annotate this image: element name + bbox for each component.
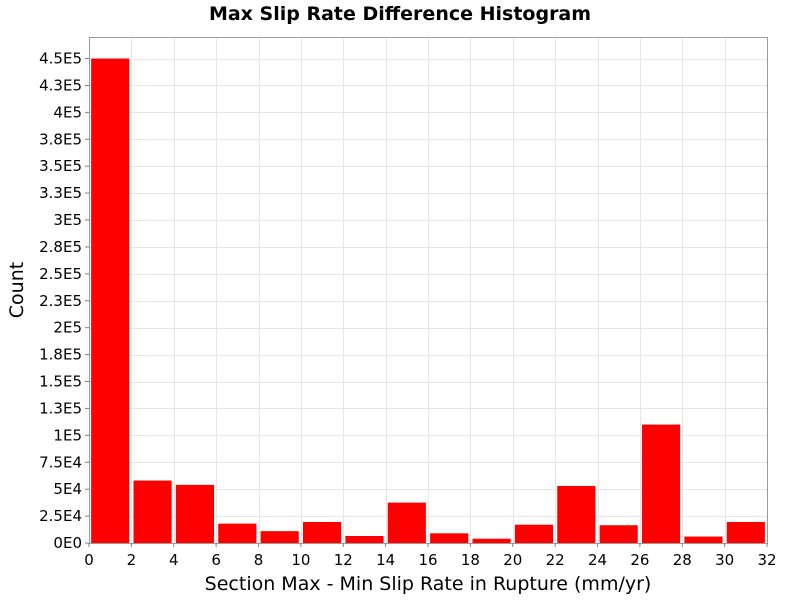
y-tick-label: 1E5 (53, 426, 82, 444)
y-tick-label: 2E5 (53, 319, 82, 337)
y-tick-label: 1.5E5 (39, 373, 82, 391)
x-tick-label: 10 (291, 551, 310, 569)
histogram-bar (514, 524, 554, 543)
bars (91, 58, 765, 543)
y-tick-label: 2.5E4 (39, 507, 82, 525)
x-tick-label: 16 (418, 551, 437, 569)
histogram-bar (133, 480, 172, 543)
y-tick-label: 1.3E5 (39, 399, 82, 417)
x-tick-label: 0 (84, 551, 94, 569)
x-tick-label: 8 (254, 551, 264, 569)
histogram-bar (345, 536, 384, 543)
histogram-bar (641, 424, 681, 543)
y-tick-label: 2.8E5 (39, 238, 82, 256)
histogram-bar (599, 525, 638, 543)
y-tick-label: 1.8E5 (39, 346, 82, 364)
x-tick-label: 12 (334, 551, 353, 569)
y-tick-label: 2.3E5 (39, 292, 82, 310)
histogram-bar (557, 485, 596, 543)
histogram-bar (430, 533, 469, 543)
x-tick-label: 14 (376, 551, 395, 569)
x-axis-ticks: 0 2 4 6 8 10 12 14 16 18 20 22 24 26 28 30 32 (84, 543, 777, 569)
histogram-bar (302, 522, 342, 543)
y-tick-label: 3.8E5 (39, 130, 82, 148)
y-tick-label: 4.5E5 (39, 50, 82, 68)
y-tick-label: 4.3E5 (39, 76, 82, 94)
histogram-bar (91, 58, 130, 543)
x-tick-label: 22 (546, 551, 565, 569)
x-tick-label: 6 (211, 551, 221, 569)
x-tick-label: 20 (503, 551, 522, 569)
histogram-bar (472, 538, 511, 543)
x-tick-label: 24 (588, 551, 607, 569)
chart-title: Max Slip Rate Difference Histogram (209, 3, 591, 25)
y-axis-label: Count (6, 262, 28, 318)
x-axis-label: Section Max - Min Slip Rate in Rupture (… (205, 573, 652, 595)
histogram-bar (387, 502, 426, 543)
histogram-bar (260, 531, 299, 543)
x-tick-label: 4 (169, 551, 179, 569)
histogram-bar (218, 523, 257, 543)
y-tick-label: 7.5E4 (39, 453, 82, 471)
y-tick-label: 2.5E5 (39, 265, 82, 283)
histogram-bar (175, 484, 215, 543)
y-tick-label: 5E4 (53, 480, 82, 498)
y-tick-label: 4E5 (53, 103, 82, 121)
x-tick-label: 26 (630, 551, 649, 569)
x-tick-label: 32 (757, 551, 776, 569)
y-tick-label: 3.3E5 (39, 184, 82, 202)
histogram-bar (684, 536, 723, 543)
y-axis-ticks: 0E0 2.5E4 5E4 7.5E4 1E5 1.3E5 1.5E5 1.8E5 2E5 2.3… (39, 50, 89, 552)
y-tick-label: 0E0 (53, 534, 82, 552)
histogram-bar (726, 522, 765, 543)
x-tick-label: 2 (127, 551, 137, 569)
y-tick-label: 3.5E5 (39, 157, 82, 175)
x-tick-label: 28 (673, 551, 692, 569)
x-tick-label: 18 (461, 551, 480, 569)
x-tick-label: 30 (715, 551, 734, 569)
y-tick-label: 3E5 (53, 211, 82, 229)
